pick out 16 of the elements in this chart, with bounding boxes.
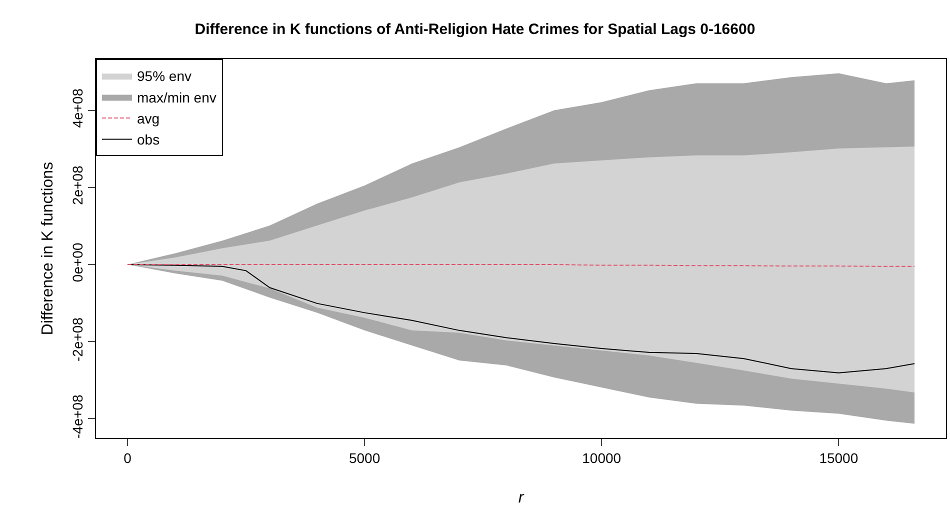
y-tick-label: 4e+08: [69, 88, 86, 128]
legend-label: 95% env: [137, 68, 192, 84]
x-axis-title: r: [518, 490, 524, 506]
legend-label: obs: [137, 132, 160, 148]
y-tick-label: -2e+08: [69, 317, 86, 362]
x-tick-label: 10000: [582, 450, 622, 466]
y-tick-label: -4e+08: [69, 394, 86, 439]
x-tick-label: 15000: [819, 450, 858, 466]
legend-label: avg: [137, 110, 160, 126]
legend-label: max/min env: [137, 89, 216, 106]
y-axis-title: Difference in K functions: [39, 162, 56, 336]
x-tick-label: 5000: [348, 450, 380, 466]
y-tick-label: 0e+00: [69, 242, 86, 282]
x-tick-label: 0: [124, 450, 132, 466]
y-tick-label: 2e+08: [69, 165, 86, 205]
chart-title: Difference in K functions of Anti-Religion Hate Crimes for Spatial Lags 0-16600: [194, 21, 756, 38]
